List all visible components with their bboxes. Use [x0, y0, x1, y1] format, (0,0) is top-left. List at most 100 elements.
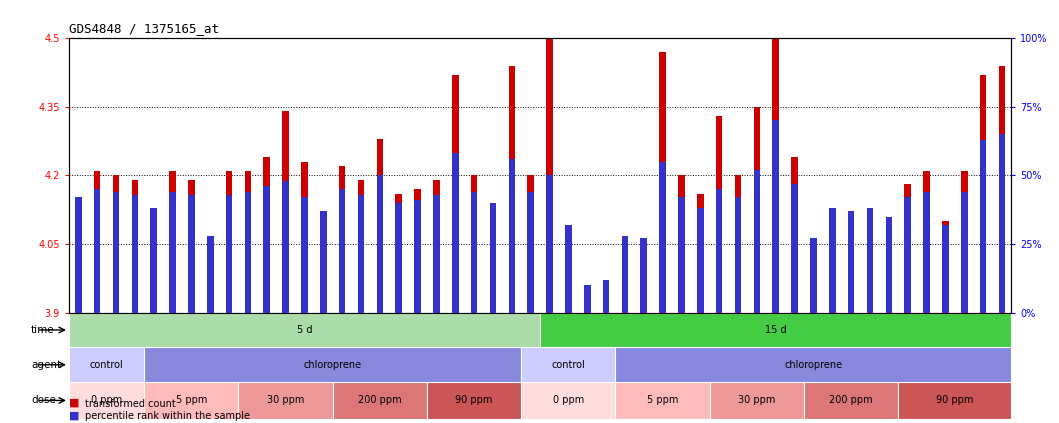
Bar	[641, 249, 647, 313]
Bar	[848, 211, 855, 313]
Text: ■: ■	[69, 398, 79, 408]
Bar	[521, 347, 615, 382]
Bar	[540, 313, 1011, 347]
Bar	[678, 197, 685, 313]
Text: control: control	[90, 360, 124, 370]
Bar	[358, 180, 364, 313]
Bar	[245, 171, 251, 313]
Bar	[433, 195, 439, 313]
Text: 5 ppm: 5 ppm	[176, 396, 208, 406]
Bar	[333, 382, 427, 419]
Bar	[735, 176, 741, 313]
Bar	[923, 171, 930, 313]
Bar	[169, 171, 176, 313]
Bar	[885, 235, 892, 313]
Bar	[395, 203, 402, 313]
Bar	[69, 382, 144, 419]
Bar	[283, 181, 289, 313]
Text: 200 ppm: 200 ppm	[358, 396, 401, 406]
Bar	[898, 382, 1011, 419]
Bar	[150, 208, 157, 313]
Bar	[943, 221, 949, 313]
Bar	[395, 194, 402, 313]
Bar	[999, 134, 1005, 313]
Bar	[603, 280, 609, 313]
Bar	[804, 382, 898, 419]
Text: transformed count: transformed count	[85, 398, 176, 409]
Bar	[980, 75, 986, 313]
Bar	[697, 194, 703, 313]
Bar	[150, 249, 157, 313]
Bar	[885, 217, 892, 313]
Bar	[961, 171, 968, 313]
Bar	[810, 239, 816, 313]
Bar	[320, 211, 326, 313]
Bar	[980, 140, 986, 313]
Bar	[923, 192, 930, 313]
Bar	[301, 197, 308, 313]
Bar	[75, 230, 82, 313]
Text: 15 d: 15 d	[765, 325, 787, 335]
Bar	[131, 195, 138, 313]
Bar	[716, 189, 722, 313]
Bar	[829, 208, 836, 313]
Bar	[169, 192, 176, 313]
Bar	[433, 180, 439, 313]
Bar	[207, 236, 214, 313]
Bar	[735, 197, 741, 313]
Bar	[791, 184, 797, 313]
Text: 0 ppm: 0 ppm	[91, 396, 122, 406]
Text: 90 ppm: 90 ppm	[455, 396, 492, 406]
Bar	[264, 157, 270, 313]
Bar	[546, 38, 553, 313]
Bar	[791, 157, 797, 313]
Bar	[508, 159, 515, 313]
Bar	[660, 52, 666, 313]
Bar	[452, 75, 459, 313]
Bar	[144, 347, 521, 382]
Text: chloroprene: chloroprene	[785, 360, 843, 370]
Bar	[339, 189, 345, 313]
Bar	[414, 200, 420, 313]
Bar	[94, 171, 101, 313]
Bar	[603, 294, 609, 313]
Bar	[829, 212, 836, 313]
Bar	[112, 192, 120, 313]
Text: percentile rank within the sample: percentile rank within the sample	[85, 411, 250, 421]
Bar	[904, 184, 911, 313]
Bar	[566, 225, 572, 313]
Bar	[471, 192, 478, 313]
Bar	[94, 189, 101, 313]
Bar	[961, 192, 968, 313]
Text: 30 ppm: 30 ppm	[267, 396, 304, 406]
Bar	[521, 382, 615, 419]
Bar	[144, 382, 238, 419]
Text: control: control	[552, 360, 586, 370]
Bar	[75, 197, 82, 313]
Bar	[207, 290, 214, 313]
Text: 30 ppm: 30 ppm	[738, 396, 775, 406]
Bar	[131, 180, 138, 313]
Text: 0 ppm: 0 ppm	[553, 396, 584, 406]
Text: 5 d: 5 d	[297, 325, 312, 335]
Bar	[452, 154, 459, 313]
Bar	[999, 66, 1005, 313]
Bar	[320, 244, 326, 313]
Bar	[615, 347, 1011, 382]
Bar	[339, 166, 345, 313]
Bar	[622, 236, 628, 313]
Bar	[238, 382, 333, 419]
Bar	[377, 176, 383, 313]
Bar	[754, 170, 760, 313]
Bar	[69, 313, 540, 347]
Bar	[489, 230, 497, 313]
Bar	[471, 176, 478, 313]
Bar	[508, 66, 515, 313]
Bar	[377, 139, 383, 313]
Bar	[301, 162, 308, 313]
Bar	[112, 176, 120, 313]
Bar	[226, 171, 232, 313]
Bar	[622, 258, 628, 313]
Bar	[754, 107, 760, 313]
Bar	[358, 195, 364, 313]
